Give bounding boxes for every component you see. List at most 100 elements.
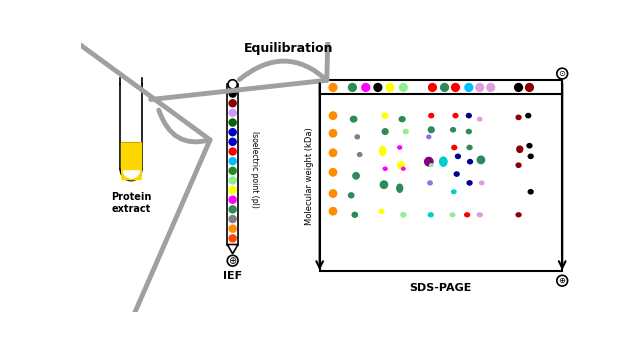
Circle shape xyxy=(464,83,474,92)
Text: Molecular weight (kDa): Molecular weight (kDa) xyxy=(305,127,314,225)
Circle shape xyxy=(348,83,357,92)
Circle shape xyxy=(229,205,237,214)
Circle shape xyxy=(227,255,238,266)
Bar xyxy=(319,80,562,272)
Ellipse shape xyxy=(427,212,434,217)
Ellipse shape xyxy=(528,154,534,159)
Ellipse shape xyxy=(429,163,434,167)
Text: Isoelectric point (pI): Isoelectric point (pI) xyxy=(250,131,258,208)
Ellipse shape xyxy=(329,168,337,177)
Ellipse shape xyxy=(528,189,534,195)
Text: ⊕: ⊕ xyxy=(559,276,566,285)
Circle shape xyxy=(229,118,237,127)
Ellipse shape xyxy=(477,155,485,164)
Ellipse shape xyxy=(465,113,472,118)
Circle shape xyxy=(228,80,237,89)
Ellipse shape xyxy=(428,113,434,118)
Circle shape xyxy=(229,157,237,166)
Circle shape xyxy=(486,83,495,92)
Text: ⊙: ⊙ xyxy=(559,69,566,78)
Polygon shape xyxy=(227,245,238,254)
Circle shape xyxy=(525,83,534,92)
Ellipse shape xyxy=(477,117,483,122)
Ellipse shape xyxy=(466,180,472,186)
Ellipse shape xyxy=(357,152,363,157)
Circle shape xyxy=(475,83,485,92)
Circle shape xyxy=(399,83,408,92)
Ellipse shape xyxy=(516,212,522,217)
Circle shape xyxy=(229,196,237,204)
Circle shape xyxy=(385,83,394,92)
Ellipse shape xyxy=(379,146,387,156)
Circle shape xyxy=(229,234,237,243)
Text: ⊕: ⊕ xyxy=(229,256,237,266)
Circle shape xyxy=(428,83,437,92)
Ellipse shape xyxy=(516,114,522,120)
Circle shape xyxy=(557,68,568,79)
Circle shape xyxy=(229,128,237,136)
Circle shape xyxy=(373,83,382,92)
Circle shape xyxy=(229,147,237,156)
Ellipse shape xyxy=(403,129,409,134)
Circle shape xyxy=(328,83,338,92)
Ellipse shape xyxy=(329,148,337,157)
Ellipse shape xyxy=(401,167,406,171)
Ellipse shape xyxy=(477,212,483,217)
Ellipse shape xyxy=(382,128,389,135)
Circle shape xyxy=(229,89,237,98)
Circle shape xyxy=(361,83,370,92)
Circle shape xyxy=(451,83,460,92)
Ellipse shape xyxy=(464,212,471,217)
Ellipse shape xyxy=(427,126,435,133)
Ellipse shape xyxy=(354,134,360,140)
Ellipse shape xyxy=(400,212,406,218)
Ellipse shape xyxy=(479,181,485,186)
Ellipse shape xyxy=(352,172,360,180)
Ellipse shape xyxy=(382,167,388,171)
Text: Equilibration: Equilibration xyxy=(244,42,333,55)
Ellipse shape xyxy=(451,145,457,150)
Ellipse shape xyxy=(426,134,431,139)
Bar xyxy=(227,84,238,245)
Ellipse shape xyxy=(348,192,354,198)
Circle shape xyxy=(229,186,237,194)
Ellipse shape xyxy=(467,159,473,164)
Circle shape xyxy=(229,224,237,233)
Ellipse shape xyxy=(452,113,458,118)
Ellipse shape xyxy=(525,113,531,118)
Ellipse shape xyxy=(399,116,406,122)
Ellipse shape xyxy=(329,189,337,198)
Ellipse shape xyxy=(453,171,460,177)
Ellipse shape xyxy=(397,145,403,150)
Circle shape xyxy=(514,83,523,92)
Ellipse shape xyxy=(351,212,358,218)
Circle shape xyxy=(229,108,237,117)
Text: Protein
extract: Protein extract xyxy=(111,192,151,214)
Ellipse shape xyxy=(439,156,448,167)
Ellipse shape xyxy=(350,116,358,123)
Ellipse shape xyxy=(427,180,433,186)
Ellipse shape xyxy=(382,112,389,119)
Text: IEF: IEF xyxy=(223,271,242,281)
Ellipse shape xyxy=(455,154,461,159)
Circle shape xyxy=(229,167,237,175)
Circle shape xyxy=(229,138,237,146)
FancyArrowPatch shape xyxy=(0,0,210,350)
Ellipse shape xyxy=(378,209,385,214)
Ellipse shape xyxy=(329,207,337,216)
Ellipse shape xyxy=(465,129,472,134)
Text: SDS-PAGE: SDS-PAGE xyxy=(410,284,472,293)
Ellipse shape xyxy=(329,129,337,138)
Ellipse shape xyxy=(516,162,522,168)
Circle shape xyxy=(440,83,449,92)
Circle shape xyxy=(229,99,237,107)
Ellipse shape xyxy=(526,143,533,148)
Ellipse shape xyxy=(450,212,455,217)
Ellipse shape xyxy=(466,145,472,150)
Ellipse shape xyxy=(450,127,456,133)
Ellipse shape xyxy=(380,180,389,189)
Ellipse shape xyxy=(397,161,404,170)
Ellipse shape xyxy=(516,145,523,153)
FancyArrowPatch shape xyxy=(150,0,331,99)
Bar xyxy=(319,80,562,94)
